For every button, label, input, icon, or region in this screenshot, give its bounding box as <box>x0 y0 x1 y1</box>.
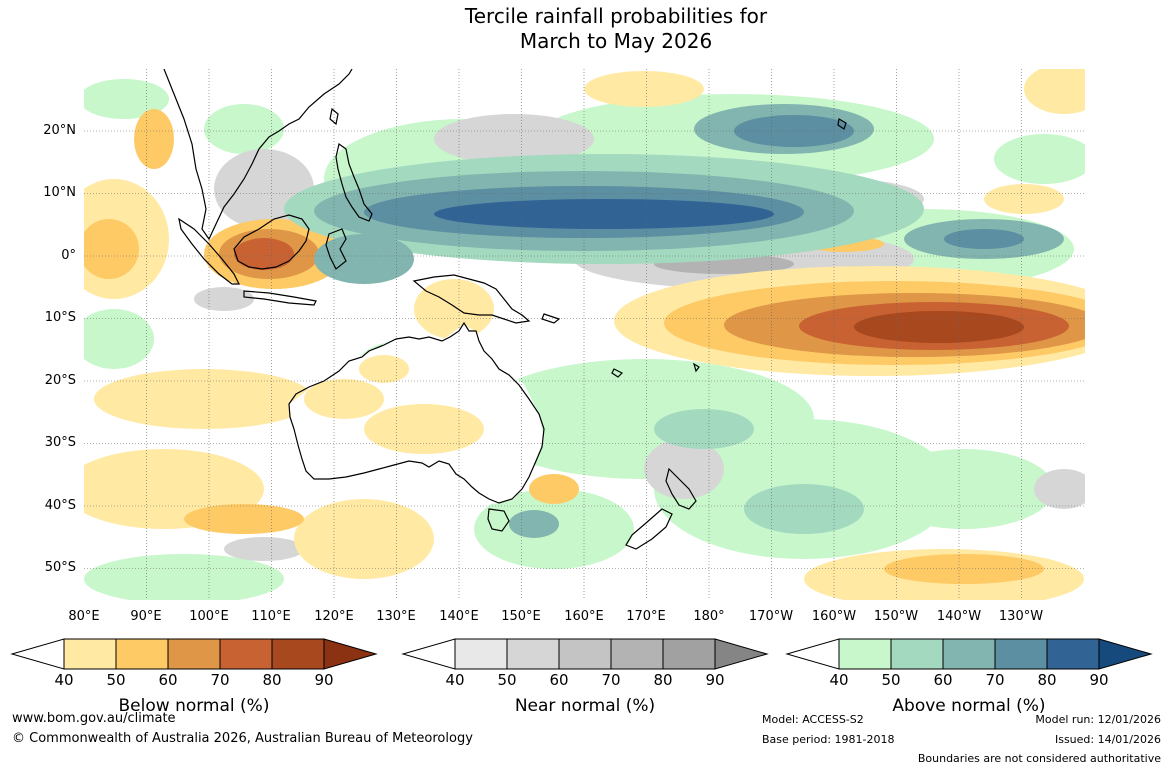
java-coastline <box>243 290 317 306</box>
cb-near-seg-4 <box>610 638 664 670</box>
map-title: Tercile rainfall probabilities for March… <box>0 4 1173 54</box>
title-line-1: Tercile rainfall probabilities for <box>464 4 768 28</box>
cb-above-tick: 50 <box>881 671 901 689</box>
cb-above-tick: 80 <box>1037 671 1057 689</box>
new-zealand-north-coastline <box>665 467 697 510</box>
cb-near-seg-2 <box>506 638 560 670</box>
colorbar-above-normal-svg <box>785 638 1153 670</box>
colorbar-near-normal-svg <box>401 638 769 670</box>
cb-below-seg-4 <box>219 638 273 670</box>
cb-above-tick: 40 <box>829 671 849 689</box>
lon-label-140w: 140°W <box>936 609 982 624</box>
cb-above-seg-1 <box>838 638 892 670</box>
probability-patches <box>84 69 1085 600</box>
lon-label-180: 180° <box>693 609 725 624</box>
map-canvas <box>84 69 1085 600</box>
cb-near-tick: 90 <box>705 671 725 689</box>
colorbar-below-normal-svg <box>10 638 378 670</box>
cb-below-tick: 40 <box>54 671 74 689</box>
coastlines <box>163 69 847 550</box>
cb-above-seg-2 <box>890 638 944 670</box>
cb-above-tick: 70 <box>985 671 1005 689</box>
lon-label-130e: 130°E <box>376 609 416 624</box>
lat-label-equator: 0° <box>61 248 76 263</box>
cb-above-seg-4 <box>994 638 1048 670</box>
cb-below-seg-3 <box>167 638 221 670</box>
lon-label-130w: 130°W <box>998 609 1044 624</box>
cb-near-tick: 50 <box>497 671 517 689</box>
lon-label-150e: 150°E <box>501 609 541 624</box>
lon-label-120e: 120°E <box>314 609 354 624</box>
cb-near-tick: 70 <box>601 671 621 689</box>
cb-near-seg-3 <box>558 638 612 670</box>
cb-near-seg-1 <box>454 638 508 670</box>
cb-near-tick: 40 <box>445 671 465 689</box>
lon-label-110e: 110°E <box>251 609 291 624</box>
model-run-text: Model run: 12/01/2026 <box>1035 713 1161 726</box>
title-line-2: March to May 2026 <box>519 29 713 53</box>
philippines-coastline <box>335 142 373 222</box>
lat-label-50s: 50°S <box>44 560 76 575</box>
rainfall-probability-map <box>84 69 1085 600</box>
cb-near-tick: 60 <box>549 671 569 689</box>
disclaimer-text: Boundaries are not considered authoritat… <box>917 752 1161 765</box>
cb-near-seg-0 <box>401 638 456 670</box>
lat-label-10n: 10°N <box>43 185 76 200</box>
cb-below-tick: 70 <box>210 671 230 689</box>
tasmania-coastline <box>487 508 510 532</box>
cb-above-tick: 60 <box>933 671 953 689</box>
issued-text: Issued: 14/01/2026 <box>1054 733 1161 746</box>
new-zealand-south-coastline <box>625 508 673 550</box>
indochina-coastline <box>163 69 353 241</box>
borneo-coastline <box>233 214 310 270</box>
lon-label-80e: 80°E <box>68 609 100 624</box>
lat-label-10s: 10°S <box>44 310 76 325</box>
lon-label-90e: 90°E <box>130 609 162 624</box>
cb-above-seg-3 <box>942 638 996 670</box>
cb-near-seg-5 <box>662 638 716 670</box>
legend-below-normal-label: Below normal (%) <box>118 696 270 716</box>
website-link[interactable]: www.bom.gov.au/climate <box>12 711 176 726</box>
lon-label-150w: 150°W <box>873 609 919 624</box>
lat-label-30s: 30°S <box>44 435 76 450</box>
cb-below-seg-0 <box>10 638 65 670</box>
cb-below-seg-5 <box>271 638 325 670</box>
cb-below-seg-1 <box>63 638 117 670</box>
cb-near-tick: 80 <box>653 671 673 689</box>
lon-label-100e: 100°E <box>189 609 229 624</box>
colorbar-near-normal <box>401 638 769 676</box>
colorbar-above-normal <box>785 638 1153 676</box>
sumatra-coastline <box>178 217 240 285</box>
australia-coastline <box>288 321 545 504</box>
colorbar-below-normal <box>10 638 378 676</box>
copyright-text: © Commonwealth of Australia 2026, Austra… <box>12 731 473 746</box>
legend-near-normal-label: Near normal (%) <box>514 696 656 716</box>
cb-below-seg-2 <box>115 638 169 670</box>
lon-label-160w: 160°W <box>811 609 857 624</box>
legend-above-normal-label: Above normal (%) <box>892 696 1046 716</box>
lon-label-170e: 170°E <box>626 609 666 624</box>
lat-label-40s: 40°S <box>44 498 76 513</box>
cb-above-seg-0 <box>785 638 840 670</box>
cb-above-tick: 90 <box>1089 671 1109 689</box>
cb-below-tick: 80 <box>262 671 282 689</box>
cb-below-tick: 90 <box>314 671 334 689</box>
lon-label-160e: 160°E <box>564 609 604 624</box>
lat-label-20n: 20°N <box>43 123 76 138</box>
lat-label-20s: 20°S <box>44 373 76 388</box>
new-guinea-coastline <box>412 274 531 324</box>
lon-label-140e: 140°E <box>439 609 479 624</box>
sulawesi-coastline <box>325 228 347 270</box>
cb-above-seg-6 <box>1098 638 1153 670</box>
cb-near-seg-6 <box>714 638 769 670</box>
cb-below-tick: 50 <box>106 671 126 689</box>
model-text: Model: ACCESS-S2 <box>762 713 864 726</box>
cb-below-tick: 60 <box>158 671 178 689</box>
graticule <box>84 69 1085 600</box>
lon-label-170w: 170°W <box>748 609 794 624</box>
cb-above-seg-5 <box>1046 638 1100 670</box>
base-period-text: Base period: 1981-2018 <box>762 733 895 746</box>
cb-below-seg-6 <box>323 638 378 670</box>
